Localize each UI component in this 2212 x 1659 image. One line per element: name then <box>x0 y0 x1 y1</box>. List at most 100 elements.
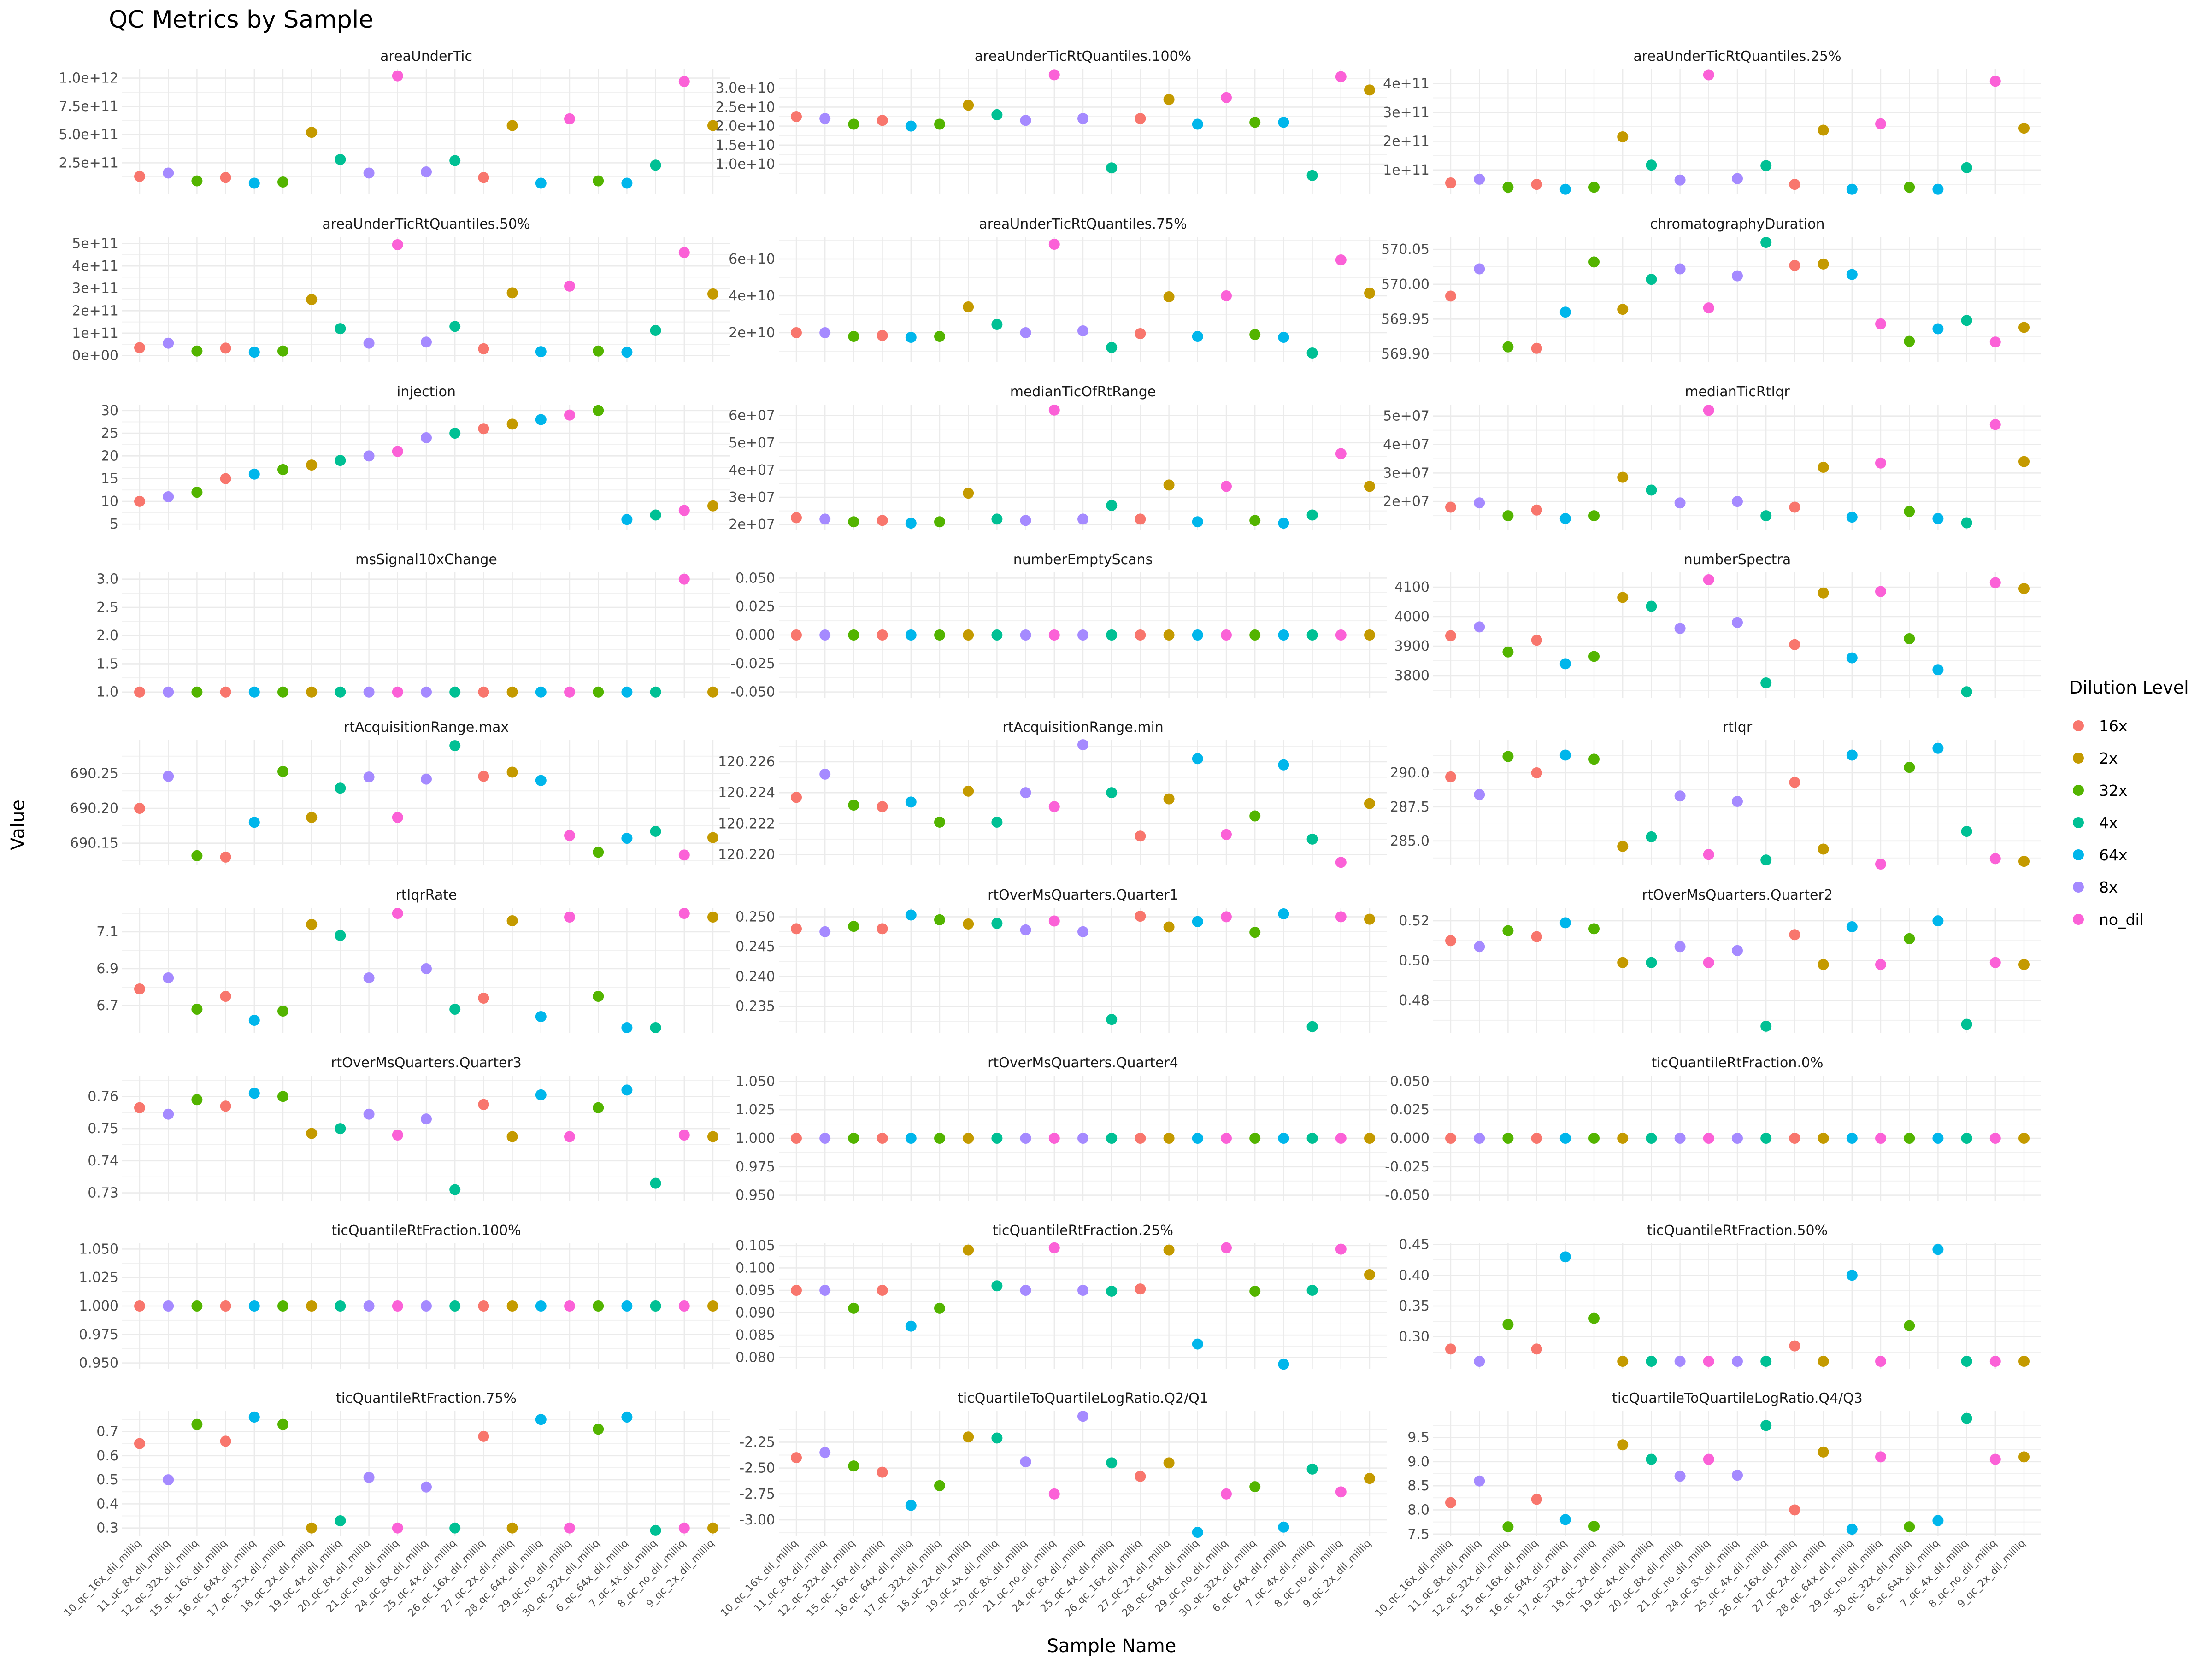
data-point <box>392 686 403 698</box>
data-point <box>963 785 974 797</box>
data-point <box>535 686 547 698</box>
data-point <box>1135 513 1146 525</box>
data-point <box>1674 497 1686 509</box>
data-point <box>1502 182 1514 193</box>
data-point <box>134 342 145 353</box>
data-point <box>791 1285 802 1296</box>
y-tick-label: 0.100 <box>735 1260 775 1276</box>
y-tick-label: 0.3 <box>96 1520 118 1536</box>
data-point <box>848 629 859 641</box>
data-point <box>1249 927 1261 938</box>
facet-panel: ticQuantileRtFraction.100% 0.950 0.975 1.00… <box>79 1223 730 1371</box>
y-tick-label: 8.5 <box>1407 1478 1430 1494</box>
data-point <box>363 686 375 698</box>
facet-panel: ticQuantileRtFraction.75% 0.3 0.4 0.5 0.6 0.7… <box>62 1390 730 1619</box>
y-tick-label: -2.50 <box>739 1460 775 1477</box>
data-point <box>1335 1243 1347 1255</box>
data-point <box>220 1300 231 1312</box>
data-point <box>335 455 346 466</box>
data-point <box>421 432 432 443</box>
data-point <box>163 686 174 698</box>
data-point <box>1789 929 1800 941</box>
data-point <box>421 686 432 698</box>
data-point <box>306 686 318 698</box>
data-point <box>1192 118 1203 130</box>
y-tick-label: 4e+07 <box>1383 437 1430 453</box>
data-point <box>1048 1242 1060 1253</box>
data-point <box>392 446 403 457</box>
data-point <box>678 849 690 861</box>
data-point <box>791 629 802 641</box>
data-point <box>1875 457 1886 469</box>
data-point <box>421 773 432 785</box>
data-point <box>506 686 518 698</box>
data-point <box>991 513 1003 525</box>
data-point <box>593 991 604 1002</box>
data-point <box>1904 335 1915 347</box>
data-point <box>134 495 145 507</box>
data-point <box>905 1500 917 1511</box>
data-point <box>1163 629 1175 641</box>
facet-panel: ticQuartileToQuartileLogRatio.Q2/Q1 -3.00… <box>718 1390 1387 1619</box>
data-point <box>506 120 518 131</box>
data-point <box>1020 924 1031 935</box>
data-point <box>1789 777 1800 788</box>
y-tick-label: 0.975 <box>735 1159 775 1175</box>
data-point <box>535 1089 547 1100</box>
data-point <box>1617 841 1629 852</box>
data-point <box>449 321 461 332</box>
data-point <box>1846 1270 1858 1281</box>
data-point <box>421 963 432 974</box>
data-point <box>248 468 260 480</box>
y-tick-label: 2e+07 <box>729 517 775 533</box>
y-tick-label: 2e+11 <box>72 303 118 319</box>
facet-strip-label: rtOverMsQuarters.Quarter1 <box>988 887 1178 903</box>
facet-strip-label: ticQuartileToQuartileLogRatio.Q4/Q3 <box>1612 1390 1863 1406</box>
data-point <box>991 319 1003 330</box>
data-point <box>963 1244 974 1256</box>
data-point <box>1646 274 1657 285</box>
y-tick-label: 1e+11 <box>72 325 118 341</box>
legend-label: 4x <box>2099 814 2118 832</box>
data-point <box>1818 1446 1829 1458</box>
data-point <box>363 1471 375 1483</box>
data-point <box>277 686 288 698</box>
data-point <box>707 120 718 131</box>
data-point <box>191 686 203 698</box>
y-tick-label: 3e+11 <box>72 281 118 297</box>
legend-label: 32x <box>2099 782 2128 800</box>
facet-strip-label: numberSpectra <box>1684 552 1791 568</box>
data-point <box>248 1300 260 1312</box>
data-point <box>1106 1285 1118 1297</box>
data-point <box>1961 1018 1972 1030</box>
facet-strip-label: rtIqr <box>1723 719 1753 735</box>
facet-panel: rtAcquisitionRange.min 120.220 120.222 120.… <box>718 719 1387 868</box>
data-point <box>1106 500 1118 511</box>
data-point <box>791 327 802 338</box>
data-point <box>1020 115 1031 126</box>
y-tick-label: 9.5 <box>1407 1430 1430 1446</box>
data-point <box>1474 1475 1485 1487</box>
data-point <box>1818 587 1829 599</box>
data-point <box>1703 574 1714 585</box>
data-point <box>1559 1514 1571 1525</box>
data-point <box>2018 856 2030 867</box>
data-point <box>1135 1283 1146 1295</box>
data-point <box>593 345 604 357</box>
data-point <box>991 918 1003 929</box>
y-tick-label: 0.950 <box>735 1188 775 1204</box>
data-point <box>306 812 318 823</box>
data-point <box>478 771 489 782</box>
y-tick-label: 4e+11 <box>1383 76 1430 92</box>
data-point <box>163 771 174 782</box>
data-point <box>1703 302 1714 314</box>
data-point <box>2018 123 2030 134</box>
data-point <box>1989 957 2001 968</box>
data-point <box>506 287 518 299</box>
y-tick-label: 0.5 <box>96 1472 118 1488</box>
data-point <box>1531 1343 1542 1355</box>
data-point <box>678 1522 690 1534</box>
data-point <box>335 930 346 941</box>
data-point <box>1961 826 1972 837</box>
facet-strip-label: numberEmptyScans <box>1013 552 1153 568</box>
